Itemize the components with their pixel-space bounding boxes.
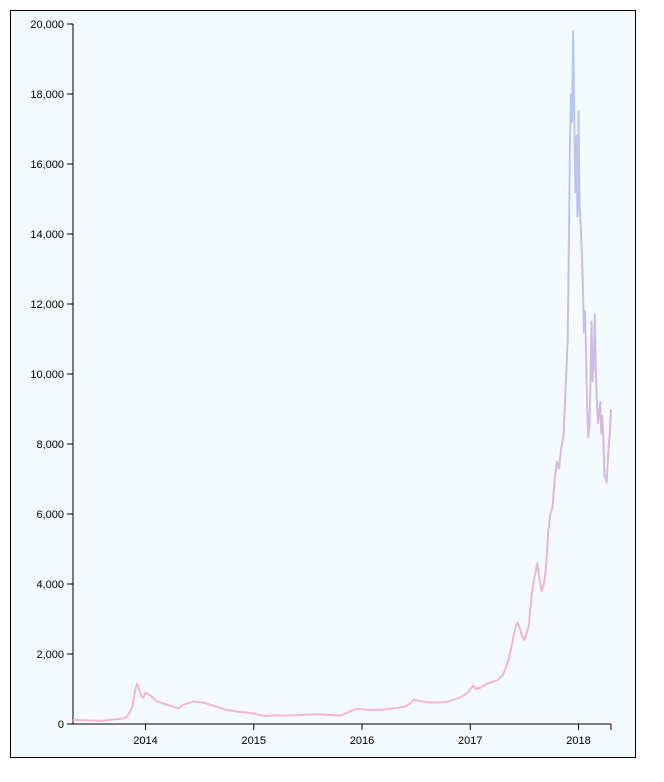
x-tick-label: 2018 (566, 735, 590, 747)
y-tick-label: 2,000 (36, 649, 64, 661)
axes (72, 24, 612, 730)
x-tick-label: 2015 (242, 735, 266, 747)
x-tick-label: 2014 (133, 735, 157, 747)
series-line-0 (72, 30, 612, 722)
y-tick-label: 18,000 (30, 89, 64, 101)
y-tick-label: 14,000 (30, 229, 64, 241)
y-tick-label: 6,000 (36, 509, 64, 521)
y-tick-label: 20,000 (30, 19, 64, 31)
x-axis-ticks: 2014 2015 2016 2017 2018 (133, 724, 591, 747)
x-tick-label: 2016 (350, 735, 374, 747)
y-tick-label: 4,000 (36, 579, 64, 591)
y-tick-label: 8,000 (36, 439, 64, 451)
y-tick-label: 10,000 (30, 369, 64, 381)
y-tick-label: 16,000 (30, 159, 64, 171)
x-tick-label: 2017 (458, 735, 482, 747)
y-axis-ticks: 0 2,000 4,000 6,000 8,000 10,000 12,000 14,000 1… (30, 19, 73, 731)
y-tick-label: 0 (58, 719, 64, 731)
series-layer (72, 30, 612, 722)
chart-frame (10, 10, 636, 758)
y-tick-label: 12,000 (30, 299, 64, 311)
